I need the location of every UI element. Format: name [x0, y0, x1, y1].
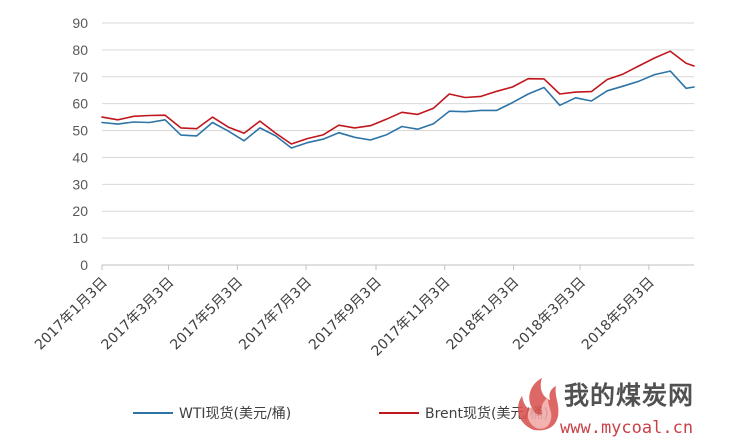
watermark-site-name: 我的煤炭网 [564, 381, 694, 410]
x-axis-tick-labels: 2017年1月3日2017年3月3日2017年5月3日2017年7月3日2017… [32, 275, 658, 360]
y-tick-label: 20 [72, 203, 88, 219]
y-tick-label: 0 [80, 257, 88, 273]
y-tick-label: 10 [72, 230, 88, 246]
series-lines [101, 50, 695, 149]
y-tick-label: 60 [72, 96, 88, 112]
x-tick-label: 2017年7月3日 [236, 275, 315, 354]
series-line-wti [101, 70, 695, 149]
series-line-brent [101, 50, 695, 145]
x-tick-label: 2018年5月3日 [579, 275, 658, 354]
legend: WTI现货(美元/桶) Brent现货(美元/桶) [133, 405, 549, 422]
y-tick-label: 90 [72, 15, 88, 31]
y-tick-label: 50 [72, 123, 88, 139]
x-tick-label: 2017年3月3日 [99, 275, 178, 354]
legend-label: WTI现货(美元/桶) [179, 405, 291, 422]
x-tick-label: 2017年9月3日 [306, 275, 385, 354]
x-tick-label: 2017年5月3日 [167, 275, 246, 354]
gridlines [102, 22, 694, 239]
y-tick-label: 80 [72, 42, 88, 58]
y-tick-label: 30 [72, 176, 88, 192]
x-tick-label: 2018年3月3日 [510, 275, 589, 354]
legend-label: Brent现货(美元/桶) [425, 405, 549, 422]
y-tick-label: 70 [72, 69, 88, 85]
watermark-url: www.mycoal.cn [560, 418, 693, 438]
flame-logo-icon [518, 378, 559, 431]
watermark: 我的煤炭网 www.mycoal.cn [518, 378, 694, 438]
y-axis-tick-labels: 0 10 20 30 40 50 60 70 80 90 [72, 15, 88, 273]
x-axis [101, 264, 694, 270]
y-tick-label: 40 [72, 149, 88, 165]
